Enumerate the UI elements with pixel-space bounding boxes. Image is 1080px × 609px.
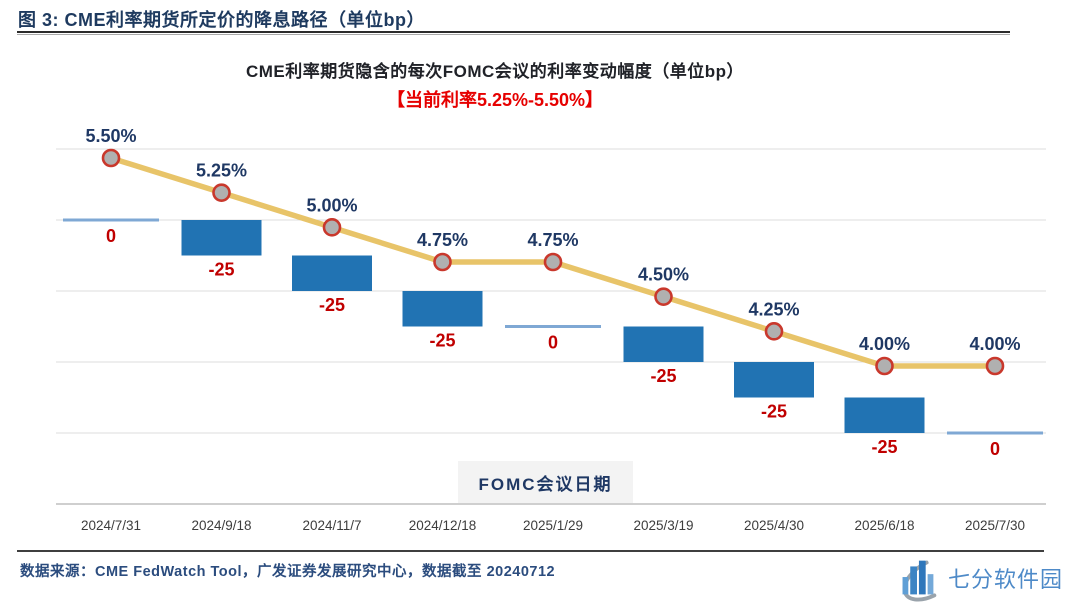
footer-divider bbox=[17, 550, 1044, 552]
chart-subtitle: 【当前利率5.25%-5.50%】 bbox=[386, 90, 604, 110]
change-bar bbox=[181, 220, 262, 256]
change-bar bbox=[402, 291, 483, 327]
rate-marker bbox=[875, 356, 894, 376]
site-logo: 七分软件园 bbox=[890, 551, 1070, 605]
date-tick-label: 2024/11/7 bbox=[302, 518, 361, 533]
change-value-label: 0 bbox=[548, 333, 558, 353]
rate-marker bbox=[764, 322, 784, 341]
date-tick-label: 2024/9/18 bbox=[191, 518, 251, 533]
date-tick-label: 2025/4/30 bbox=[744, 518, 804, 533]
rate-marker bbox=[322, 218, 342, 237]
rate-point-label: 4.75% bbox=[417, 230, 468, 250]
rate-point-label: 4.50% bbox=[638, 265, 689, 285]
figure-title: 图 3: CME利率期货所定价的降息路径（单位bp） bbox=[18, 10, 425, 30]
rate-point-label: 5.25% bbox=[196, 161, 247, 181]
change-value-label: -25 bbox=[319, 295, 345, 315]
change-bar bbox=[844, 397, 925, 433]
x-axis-label-box: FOMC会议日期 bbox=[458, 461, 633, 503]
change-value-label: -25 bbox=[871, 437, 897, 457]
change-bar bbox=[623, 326, 704, 362]
change-value-label: -25 bbox=[650, 366, 676, 386]
change-value-label: -25 bbox=[761, 402, 787, 422]
rate-path-chart: 0 -25 -25 -25 0 -25 -25 -25 0 5.50% 5.25% 5.00% 4.75… bbox=[56, 126, 1046, 533]
change-bar bbox=[292, 255, 372, 291]
zero-change-bar bbox=[63, 218, 159, 222]
date-tick-label: 2024/12/18 bbox=[409, 518, 477, 533]
change-bar bbox=[734, 362, 814, 398]
rate-marker bbox=[212, 183, 231, 202]
change-value-label: 0 bbox=[106, 226, 116, 246]
rate-point-label: 4.75% bbox=[527, 230, 578, 250]
rate-point-label: 4.00% bbox=[859, 334, 910, 354]
logo-text: 七分软件园 bbox=[948, 567, 1064, 592]
change-value-label: -25 bbox=[429, 331, 455, 351]
rate-point-label: 4.25% bbox=[748, 299, 799, 319]
date-tick-label: 2025/3/19 bbox=[633, 518, 693, 533]
date-tick-label: 2025/7/30 bbox=[965, 518, 1025, 533]
zero-change-bar bbox=[947, 431, 1043, 435]
date-tick-label: 2024/7/31 bbox=[81, 518, 141, 533]
data-source-note: 数据来源：CME FedWatch Tool，广发证券发展研究中心，数据截至 2… bbox=[20, 564, 556, 580]
zero-change-bar bbox=[505, 325, 601, 328]
rate-marker bbox=[433, 252, 452, 272]
logo-buildings-icon bbox=[902, 560, 937, 602]
change-value-label: -25 bbox=[208, 260, 234, 280]
rate-point-label: 5.00% bbox=[306, 195, 357, 215]
date-tick-label: 2025/1/29 bbox=[523, 518, 583, 533]
chart-title: CME利率期货隐含的每次FOMC会议的利率变动幅度（单位bp） bbox=[245, 62, 745, 81]
rate-point-label: 5.50% bbox=[85, 126, 136, 146]
figure-title-underline bbox=[17, 31, 1010, 35]
rate-marker bbox=[543, 252, 563, 272]
rate-marker bbox=[985, 356, 1005, 376]
rate-point-label: 4.00% bbox=[969, 334, 1020, 354]
rate-marker bbox=[101, 148, 121, 168]
rate-marker bbox=[654, 287, 673, 306]
date-tick-label: 2025/6/18 bbox=[854, 518, 914, 533]
change-value-label: 0 bbox=[990, 439, 1000, 459]
